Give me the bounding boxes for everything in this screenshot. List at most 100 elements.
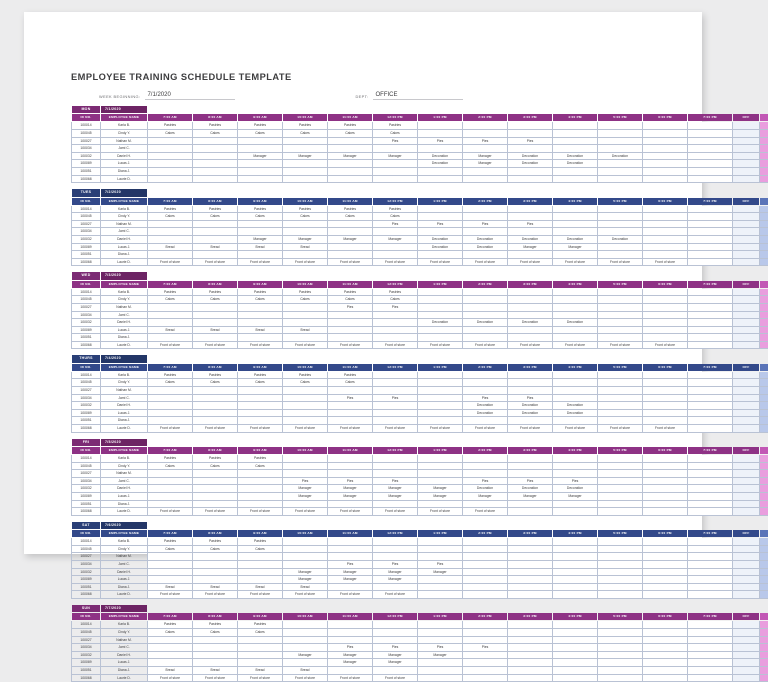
cell-shift[interactable] [553,666,598,674]
cell-shift[interactable] [553,568,598,576]
cell-shift[interactable]: Manager [508,493,553,501]
cell-off[interactable] [733,251,760,259]
cell-shift[interactable] [688,455,733,463]
cell-shift[interactable] [643,636,688,644]
cell-off[interactable] [733,508,760,516]
cell-employee-name[interactable]: Daniel H. [101,485,148,493]
cell-off[interactable] [733,666,760,674]
cell-off[interactable] [733,394,760,402]
cell-shift[interactable] [418,326,463,334]
cell-shift[interactable]: Bread [283,666,328,674]
cell-shift[interactable] [688,334,733,342]
cell-shift[interactable] [328,500,373,508]
cell-shift[interactable] [418,538,463,546]
cell-employee-id[interactable]: 100027 [72,387,101,395]
cell-shift[interactable] [148,644,193,652]
cell-shift[interactable] [553,417,598,425]
cell-shift[interactable] [193,311,238,319]
cell-shift[interactable]: Decoration [418,319,463,327]
cell-shift[interactable] [193,560,238,568]
cell-off[interactable] [733,167,760,175]
cell-shift[interactable] [508,334,553,342]
cell-employee-id[interactable]: 100068 [72,341,101,349]
cell-employee-name[interactable]: Cindy Y. [101,462,148,470]
cell-employee-name[interactable]: Lucas J. [101,243,148,251]
cell-shift[interactable] [643,591,688,599]
cell-shift[interactable] [283,553,328,561]
cell-shift[interactable]: Front of store [283,341,328,349]
cell-shift[interactable] [238,160,283,168]
cell-shift[interactable] [463,545,508,553]
cell-shift[interactable] [328,311,373,319]
cell-shift[interactable] [688,659,733,667]
cell-shift[interactable]: Front of store [193,508,238,516]
cell-shift[interactable] [643,545,688,553]
cell-shift[interactable]: Front of store [148,674,193,682]
cell-employee-id[interactable]: 100089 [72,576,101,584]
cell-shift[interactable] [418,417,463,425]
cell-shift[interactable] [643,583,688,591]
cell-shift[interactable] [148,167,193,175]
cell-shift[interactable] [418,334,463,342]
cell-shift[interactable] [328,409,373,417]
cell-shift[interactable]: Pastries [373,288,418,296]
cell-shift[interactable]: Front of store [193,591,238,599]
cell-employee-name[interactable]: Lucas J. [101,326,148,334]
cell-shift[interactable] [238,651,283,659]
cell-shift[interactable] [238,228,283,236]
cell-shift[interactable] [688,394,733,402]
cell-shift[interactable] [283,394,328,402]
cell-shift[interactable] [373,371,418,379]
cell-shift[interactable] [508,379,553,387]
cell-employee-name[interactable]: Laurie D. [101,674,148,682]
cell-shift[interactable]: Pies [373,137,418,145]
cell-off[interactable] [733,417,760,425]
cell-shift[interactable] [463,636,508,644]
cell-off[interactable] [733,228,760,236]
cell-shift[interactable] [508,205,553,213]
cell-shift[interactable] [553,644,598,652]
cell-shift[interactable]: Front of store [643,258,688,266]
cell-shift[interactable]: Cakes [148,296,193,304]
cell-shift[interactable] [688,402,733,410]
cell-shift[interactable] [328,326,373,334]
cell-shift[interactable] [373,462,418,470]
cell-shift[interactable] [463,175,508,183]
cell-shift[interactable] [148,500,193,508]
cell-shift[interactable] [418,591,463,599]
cell-employee-name[interactable]: Laurie D. [101,341,148,349]
week-beginning-value[interactable]: 7/1/2020 [145,92,235,100]
cell-shift[interactable]: Decoration [508,319,553,327]
cell-shift[interactable] [688,387,733,395]
cell-employee-id[interactable]: 100034 [72,228,101,236]
cell-shift[interactable]: Front of store [328,508,373,516]
cell-employee-id[interactable]: 100034 [72,560,101,568]
cell-shift[interactable] [643,130,688,138]
cell-shift[interactable] [553,137,598,145]
cell-shift[interactable]: Cakes [373,130,418,138]
cell-shift[interactable] [508,644,553,652]
cell-shift[interactable] [328,470,373,478]
cell-shift[interactable] [418,666,463,674]
cell-shift[interactable] [373,319,418,327]
cell-off[interactable] [733,122,760,130]
cell-off[interactable] [733,651,760,659]
cell-shift[interactable] [508,387,553,395]
cell-shift[interactable] [643,311,688,319]
cell-shift[interactable] [598,674,643,682]
cell-off[interactable] [733,288,760,296]
cell-shift[interactable]: Cakes [148,628,193,636]
cell-shift[interactable] [148,175,193,183]
cell-shift[interactable] [553,130,598,138]
cell-shift[interactable] [283,220,328,228]
cell-shift[interactable] [553,387,598,395]
